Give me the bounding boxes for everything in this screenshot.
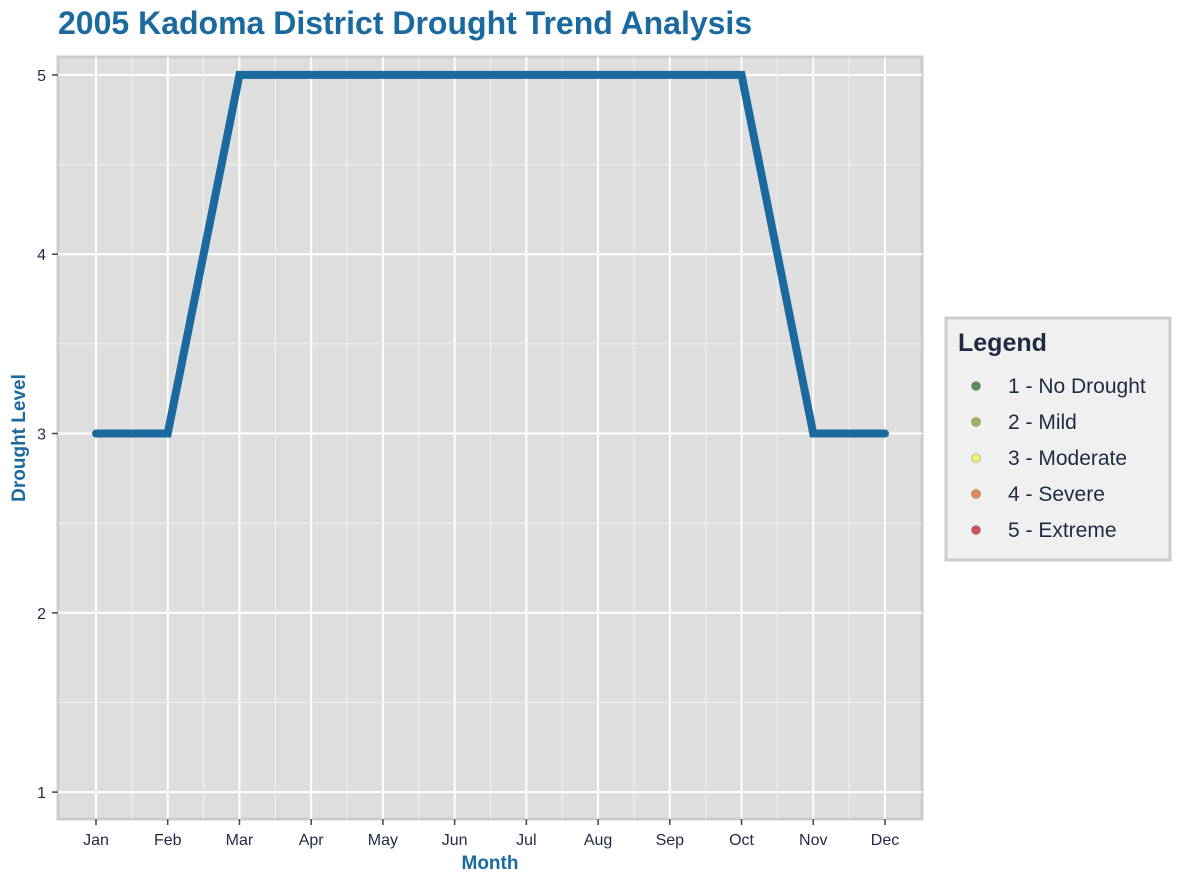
- legend-key-dot: [971, 453, 981, 463]
- legend-items: 1 - No Drought 2 - Mild 3 - Moderate 4 - Se…: [971, 375, 1146, 542]
- x-tick-label: Oct: [729, 832, 754, 849]
- series-layer: [92, 70, 889, 438]
- y-tick-label: 3: [37, 427, 46, 444]
- x-tick-label: Jan: [83, 832, 109, 849]
- legend-label: 3 - Moderate: [1008, 447, 1127, 470]
- legend: Legend 1 - No Drought 2 - Mild 3 - Moderat…: [944, 316, 1172, 562]
- chart-title: 2005 Kadoma District Drought Trend Analy…: [58, 5, 752, 41]
- y-tick-label: 4: [37, 247, 46, 264]
- x-axis-title: Month: [462, 853, 519, 874]
- x-tick-label: Nov: [799, 832, 827, 849]
- legend-label: 4 - Severe: [1008, 483, 1105, 506]
- x-tick-label: Sep: [656, 832, 685, 849]
- x-tick-label: May: [368, 832, 398, 849]
- y-tick-label: 1: [37, 785, 46, 802]
- y-axis-title: Drought Level: [9, 374, 30, 502]
- x-tick-label: Dec: [871, 832, 899, 849]
- x-tick-label: Mar: [226, 832, 254, 849]
- y-axis-ticks: 1 2 3 4 5: [37, 68, 58, 802]
- x-tick-label: Apr: [299, 832, 325, 849]
- legend-key-dot: [971, 381, 981, 391]
- legend-title: Legend: [958, 329, 1047, 357]
- legend-key-dot: [971, 525, 981, 535]
- legend-label: 2 - Mild: [1008, 411, 1077, 434]
- x-tick-label: Feb: [154, 832, 182, 849]
- legend-label: 1 - No Drought: [1008, 375, 1146, 398]
- series-line: [92, 70, 889, 438]
- legend-box: [944, 316, 1172, 562]
- legend-label: 5 - Extreme: [1008, 519, 1117, 542]
- y-tick-label: 5: [37, 68, 46, 85]
- legend-key-dot: [971, 417, 981, 427]
- x-tick-label: Aug: [584, 832, 612, 849]
- y-tick-label: 2: [37, 606, 46, 623]
- x-tick-label: Jul: [516, 832, 536, 849]
- x-tick-label: Jun: [442, 832, 468, 849]
- legend-key-dot: [971, 489, 981, 499]
- x-axis-ticks: Jan Feb Mar Apr May Jun Jul Aug Sep Oct Nov Dec: [83, 819, 899, 849]
